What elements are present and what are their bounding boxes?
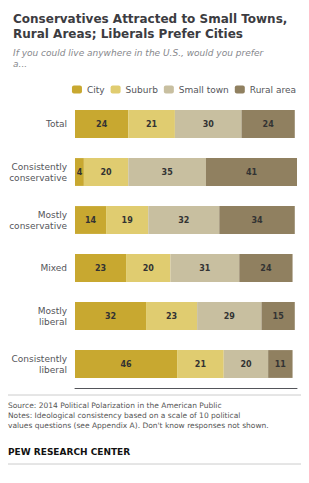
svg-text:20: 20 bbox=[101, 168, 113, 177]
svg-text:Small town: Small town bbox=[179, 85, 229, 95]
svg-text:Source: 2014 Political Polariz: Source: 2014 Political Polarization in t… bbox=[8, 401, 222, 410]
svg-text:24: 24 bbox=[96, 120, 108, 129]
svg-text:Consistently: Consistently bbox=[12, 162, 68, 172]
svg-text:21: 21 bbox=[195, 360, 207, 369]
svg-text:values questions (see Appendix: values questions (see Appendix A). Don't… bbox=[8, 421, 269, 430]
svg-text:Consistently: Consistently bbox=[12, 354, 68, 364]
svg-text:conservative: conservative bbox=[9, 221, 67, 231]
svg-text:If you could live anywhere in: If you could live anywhere in the U.S., … bbox=[13, 48, 264, 58]
svg-text:Total: Total bbox=[45, 119, 67, 129]
svg-text:Notes: Ideological consistency: Notes: Ideological consistency based on … bbox=[8, 411, 240, 420]
svg-text:46: 46 bbox=[120, 360, 132, 369]
svg-text:liberal: liberal bbox=[39, 317, 67, 327]
svg-text:Mixed: Mixed bbox=[40, 263, 67, 273]
svg-text:liberal: liberal bbox=[39, 365, 67, 375]
svg-text:23: 23 bbox=[95, 264, 106, 273]
svg-text:conservative: conservative bbox=[9, 173, 67, 183]
svg-text:15: 15 bbox=[273, 312, 285, 321]
svg-text:23: 23 bbox=[166, 312, 177, 321]
svg-text:24: 24 bbox=[263, 120, 275, 129]
svg-text:Rural Areas; Liberals Prefer C: Rural Areas; Liberals Prefer Cities bbox=[13, 27, 243, 41]
svg-text:a...: a... bbox=[13, 59, 27, 69]
svg-text:4: 4 bbox=[77, 168, 83, 177]
svg-text:41: 41 bbox=[246, 168, 258, 177]
svg-text:PEW RESEARCH CENTER: PEW RESEARCH CENTER bbox=[8, 447, 130, 457]
svg-text:20: 20 bbox=[143, 264, 155, 273]
svg-text:City: City bbox=[87, 85, 105, 95]
svg-text:24: 24 bbox=[260, 264, 272, 273]
svg-text:29: 29 bbox=[224, 312, 236, 321]
svg-text:21: 21 bbox=[146, 120, 158, 129]
svg-text:Suburb: Suburb bbox=[126, 85, 159, 95]
svg-text:20: 20 bbox=[240, 360, 252, 369]
svg-text:31: 31 bbox=[199, 264, 211, 273]
svg-text:34: 34 bbox=[251, 216, 263, 225]
svg-text:Mostly: Mostly bbox=[38, 306, 68, 316]
svg-text:35: 35 bbox=[162, 168, 174, 177]
svg-text:30: 30 bbox=[203, 120, 215, 129]
svg-text:Mostly: Mostly bbox=[38, 210, 68, 220]
svg-text:Conservatives Attracted to Sma: Conservatives Attracted to Small Towns, bbox=[13, 12, 287, 26]
svg-text:19: 19 bbox=[122, 216, 134, 225]
svg-text:Rural area: Rural area bbox=[250, 85, 296, 95]
svg-text:14: 14 bbox=[85, 216, 97, 225]
svg-text:11: 11 bbox=[275, 360, 287, 369]
svg-text:32: 32 bbox=[105, 312, 116, 321]
svg-text:32: 32 bbox=[178, 216, 189, 225]
